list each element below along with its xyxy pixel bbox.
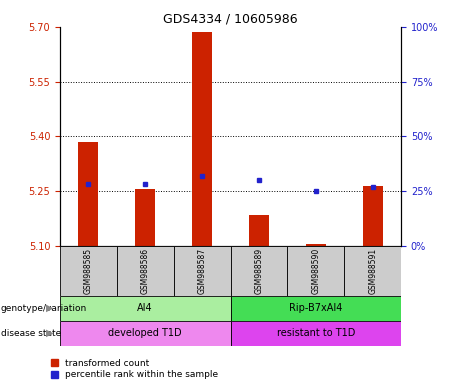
Bar [344,246,401,296]
Text: GSM988591: GSM988591 [368,248,377,294]
Text: GSM988589: GSM988589 [254,248,263,294]
Bar [287,246,344,296]
Text: Rip-B7xAI4: Rip-B7xAI4 [289,303,343,313]
Legend: transformed count, percentile rank within the sample: transformed count, percentile rank withi… [51,359,218,379]
Bar [306,244,326,246]
Bar [60,296,230,321]
Bar [230,246,287,296]
Text: GSM988585: GSM988585 [84,248,93,294]
Bar [363,185,383,246]
Text: AI4: AI4 [137,303,153,313]
Text: GSM988586: GSM988586 [141,248,150,294]
Text: resistant to T1D: resistant to T1D [277,328,355,338]
Text: GSM988590: GSM988590 [311,248,320,294]
Bar [230,296,401,321]
Title: GDS4334 / 10605986: GDS4334 / 10605986 [163,13,298,26]
Bar [174,246,230,296]
Text: ▶: ▶ [46,328,53,338]
Text: ▶: ▶ [46,303,53,313]
Bar [117,246,174,296]
Text: GSM988587: GSM988587 [198,248,207,294]
Bar [192,32,212,246]
Bar [60,246,117,296]
Bar [135,189,155,246]
Bar [230,321,401,346]
Bar [249,215,269,246]
Bar [78,142,98,246]
Text: genotype/variation: genotype/variation [1,304,87,313]
Text: disease state: disease state [1,329,61,338]
Text: developed T1D: developed T1D [108,328,182,338]
Bar [60,321,230,346]
